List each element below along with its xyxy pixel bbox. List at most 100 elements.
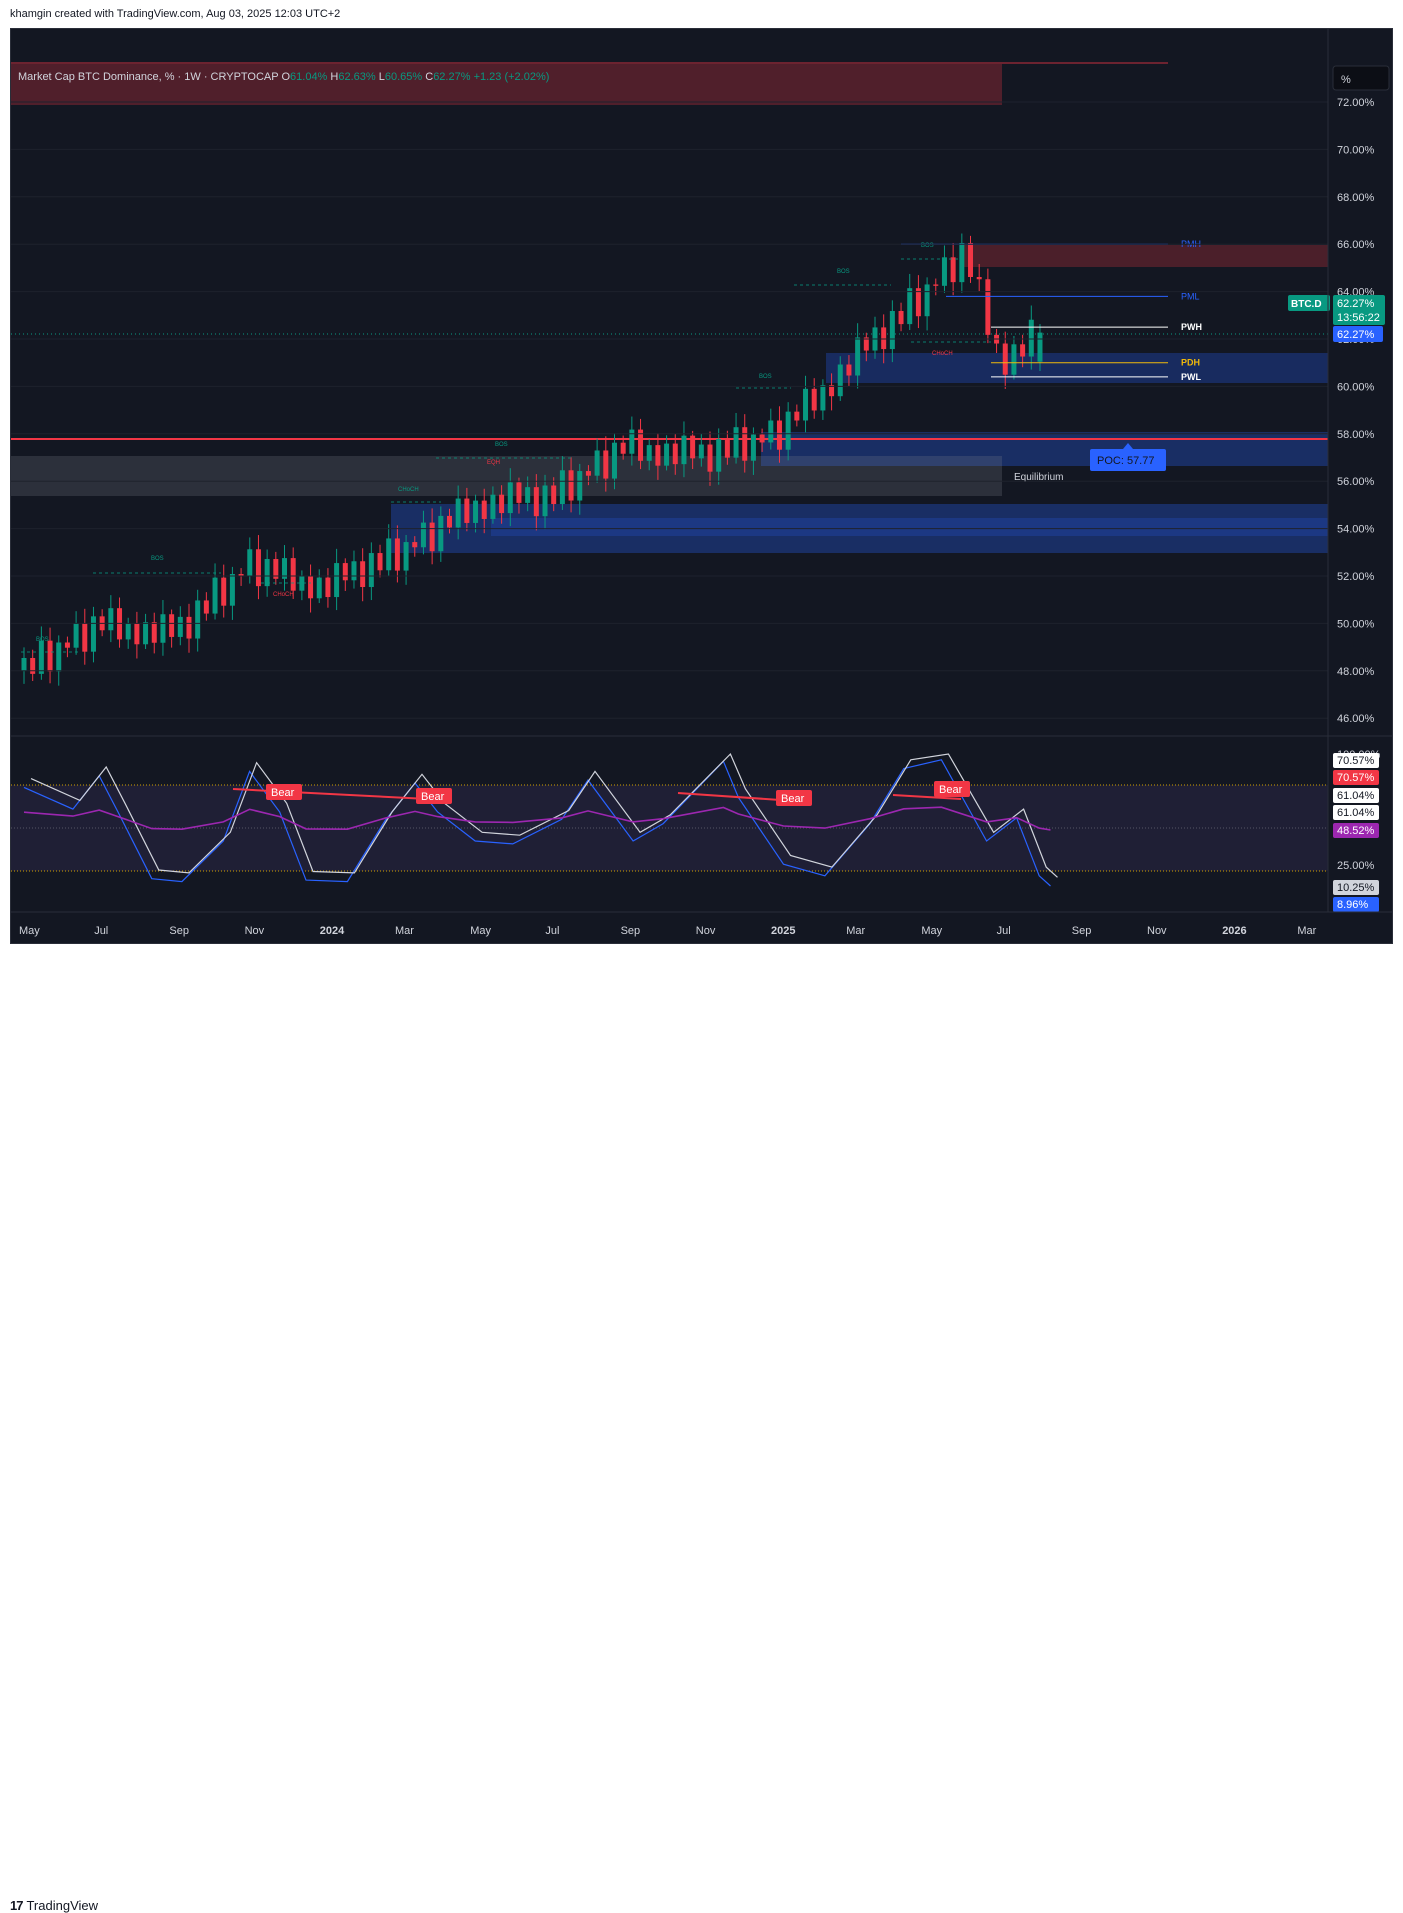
osc-value-label: 70.57%: [1337, 755, 1375, 767]
osc-value-label: 61.04%: [1337, 790, 1375, 802]
footer-bar: 17 TradingView: [0, 944, 1403, 1913]
candle-body: [889, 310, 895, 350]
poc-tag: [1090, 449, 1166, 471]
osc-value-tag: [1333, 823, 1379, 838]
bear-signal-label: Bear: [271, 787, 295, 799]
time-tick: Sep: [1072, 925, 1092, 937]
candle-body: [594, 450, 600, 476]
divergence-line: [677, 792, 796, 802]
candle-body: [941, 257, 947, 286]
osc-value-label: 8.96%: [1337, 899, 1368, 911]
candle-body: [533, 487, 539, 517]
candle-body: [794, 411, 800, 421]
legend-part: H: [330, 71, 338, 83]
poc-label: POC: 57.77: [1097, 455, 1154, 467]
candle-body: [638, 429, 644, 461]
structure-label: BOS: [837, 269, 850, 275]
candle-body: [316, 577, 322, 599]
tradingview-logo[interactable]: 17 TradingView: [10, 1898, 98, 1913]
bear-signal: [266, 784, 302, 800]
candle-body: [733, 427, 739, 458]
symbol-tag-label: BTC.D: [1291, 299, 1322, 310]
candle-body: [881, 327, 887, 350]
time-tick: Mar: [846, 925, 865, 937]
candle-body: [351, 561, 357, 581]
poc-zone: [761, 432, 1328, 466]
candle-body: [785, 411, 791, 450]
rsi-line: [23, 806, 1051, 831]
candle-body: [151, 622, 157, 643]
time-tick: Jul: [94, 925, 108, 937]
candle-body: [846, 364, 852, 376]
candle-body: [577, 471, 583, 501]
candle-body: [464, 498, 470, 523]
candle-body: [473, 500, 479, 523]
candle-body: [420, 522, 426, 548]
scale-button-label: %: [1341, 74, 1351, 86]
chart-frame[interactable]: PMH PML PWH PDH PWL Equilibrium POC: 57.77 BOS B…: [10, 28, 1393, 944]
premium-zone: [961, 245, 1328, 267]
price-tick: 68.00%: [1337, 192, 1375, 204]
symbol-tag: [1288, 295, 1330, 311]
candle-body: [64, 642, 70, 648]
candle-body: [499, 494, 505, 514]
candle-body: [516, 482, 522, 503]
candle-body: [438, 515, 444, 552]
annotation-labels: Market Cap BTC Dominance, % · 1W · CRYPT…: [18, 71, 549, 83]
candle-body: [585, 471, 591, 476]
price-tick: 56.00%: [1337, 476, 1375, 488]
legend-part: 60.65%: [385, 71, 425, 83]
candle-body: [811, 388, 817, 411]
candle-body: [377, 553, 383, 571]
candle-body: [559, 470, 565, 505]
osc-value-tag: [1333, 770, 1379, 785]
structure-label: BOS: [151, 556, 164, 562]
stoch-d-line: [30, 752, 1058, 878]
candle-body: [308, 576, 314, 599]
candle-body: [490, 494, 496, 519]
time-tick: May: [921, 925, 942, 937]
candle-body: [403, 542, 409, 571]
osc-value-tag: [1333, 897, 1379, 912]
stoch-k-line: [23, 759, 1051, 887]
osc-value-tag: [1333, 805, 1379, 820]
scale-button: [1332, 65, 1390, 91]
pdh-label: PDH: [1181, 358, 1200, 368]
candle-body: [724, 439, 730, 458]
pml-label: PML: [1181, 291, 1200, 301]
osc-tick: 25.00%: [1337, 860, 1375, 872]
discount-zone: [826, 353, 1328, 383]
legend-part: +1.23 (+2.02%): [474, 71, 550, 83]
legend-line: Market Cap BTC Dominance, % · 1W · CRYPT…: [18, 71, 549, 83]
candle-body: [229, 574, 235, 606]
candle-body: [750, 434, 756, 461]
candle-body: [907, 288, 913, 325]
legend-part: Market Cap BTC Dominance, % · 1W · CRYPT…: [18, 71, 281, 83]
candle-body: [1020, 344, 1026, 357]
tv-brand: TradingView: [26, 1898, 99, 1913]
candle-body: [803, 388, 809, 421]
candle-body: [898, 310, 904, 325]
candle-body: [160, 614, 166, 643]
bear-signal: [416, 788, 452, 804]
candle-body: [985, 279, 991, 335]
time-tick: Mar: [1297, 925, 1316, 937]
candle-body: [412, 542, 418, 548]
pwl-label: PWL: [1181, 372, 1201, 382]
osc-value-tag: [1333, 788, 1379, 803]
time-tick: 2026: [1222, 925, 1246, 937]
last-price-label: 62.27%: [1337, 298, 1375, 310]
legend-part: 62.63%: [338, 71, 378, 83]
candle-body: [707, 444, 713, 472]
candle-body: [950, 257, 956, 283]
structure-label: CHoCH: [932, 351, 953, 357]
candle-body: [855, 337, 861, 376]
candle-body: [759, 434, 765, 443]
candle-body: [655, 445, 661, 466]
candle-body: [177, 616, 183, 637]
candle-body: [525, 487, 531, 503]
osc-value-label: 61.04%: [1337, 807, 1375, 819]
divergence-line: [232, 788, 429, 800]
price-tick: 66.00%: [1337, 239, 1375, 251]
